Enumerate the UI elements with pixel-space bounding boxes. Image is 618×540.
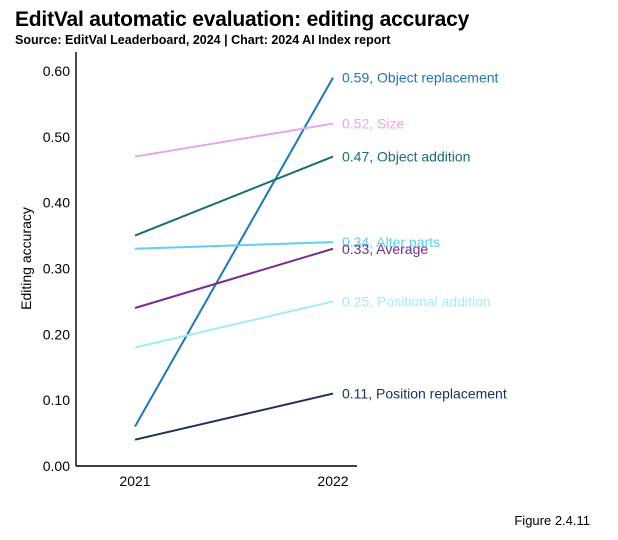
series-line-object-replacement [134,77,334,427]
y-tick-label: 0.00 [43,458,70,474]
series-line-positional-addition [134,300,334,349]
y-tick-label: 0.20 [43,326,70,342]
series-label-average: 0.33, Average [342,241,428,257]
series-label-position-replacement: 0.11, Position replacement [342,386,507,402]
series-line-average [134,247,334,309]
chart-subtitle: Source: EditVal Leaderboard, 2024 | Char… [15,33,391,47]
series-line-position-replacement [134,392,334,441]
y-tick-label: 0.10 [43,392,70,408]
series-label-alter-parts: 0.34, Alter parts [342,234,440,250]
y-tick-label: 0.60 [43,63,70,79]
series-label-object-replacement: 0.59, Object replacement [342,70,499,86]
figure-label: Figure 2.4.11 [514,513,590,528]
series-label-positional-addition: 0.25, Positional addition [342,293,491,309]
series-line-alter-parts [134,241,334,250]
y-tick-label: 0.50 [43,129,70,145]
series-line-size [134,122,334,158]
y-tick-label: 0.40 [43,195,70,211]
series-line-object-addition [134,155,334,237]
series-label-size: 0.52, Size [342,116,404,132]
y-axis-title: Editing accuracy [18,207,34,310]
chart-title: EditVal automatic evaluation: editing ac… [15,8,470,31]
x-tick-label: 2021 [119,473,150,489]
y-tick-label: 0.30 [43,261,70,277]
x-tick-label: 2022 [317,473,348,489]
series-label-object-addition: 0.47, Object addition [342,149,470,165]
